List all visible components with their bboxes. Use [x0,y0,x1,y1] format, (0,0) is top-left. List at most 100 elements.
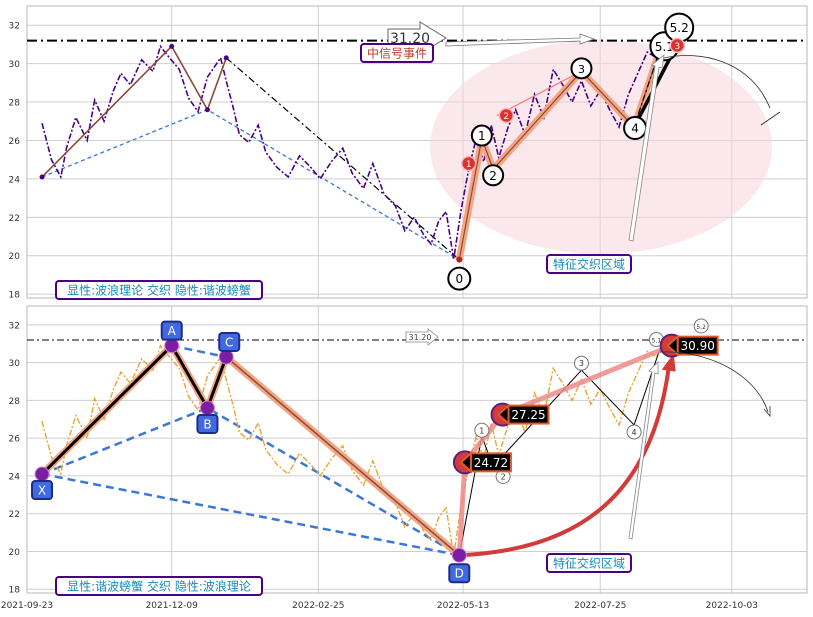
xabcd-label-text: X [38,484,46,498]
xabcd-label-D: D [448,563,471,584]
xabcd-label-text: A [168,324,177,338]
xabcd-label-text: D [455,567,464,581]
y-tick-label: 30 [9,359,21,369]
y-tick-label: 28 [9,397,21,407]
event-label-text: 中信号事件 [367,46,427,61]
price-tag-text: 27.25 [511,408,545,422]
signal-marker: 3 [669,37,686,54]
price-tag-1: 27.25 [490,402,550,427]
zone-label: 特征交织区域 [546,254,632,274]
wave-label-text: 3 [579,359,584,368]
event-label: 中信号事件 [360,43,434,63]
projection-arc [659,351,769,413]
signal-marker-text: 2 [503,112,509,122]
y-tick-label: 28 [9,99,21,109]
wave-label-text: 5.1 [652,338,662,345]
x-tick-label: 2021-09-23 [1,601,53,611]
wave-label-4: 4 [626,424,642,440]
bottom-annotations: 31.20 X A B C D 1 2 3 4 5.1 5.2 24.72 27.25 30.90 特征交织区… [27,318,807,596]
wave-label-circle [570,57,593,80]
price-tag-pointer [666,334,679,357]
xabcd-dot [164,338,180,354]
wave-label-text: 4 [632,428,637,437]
xabcd-label-text: C [225,335,233,349]
wave-label-2: 2 [482,164,505,187]
wave-label-text: 2 [501,472,506,481]
wave-label-circle [626,424,642,440]
xabcd-cd [225,356,460,556]
wave-label-text: 4 [631,122,639,136]
xabcd-label-box [196,413,219,434]
interweave-zone-ellipse [430,40,772,254]
corner-label: 显性:谐波螃蟹 交织 隐性:波浪理论 [55,576,263,596]
callout-arrow [405,328,439,346]
y-tick-label: 30 [9,60,21,70]
bottom-panel: 18 20 22 24 26 28 30 32 31.20 X A B C D 1 2 3 4 5.1 5.2 24.… [9,305,808,596]
wave-label-1: 1 [470,124,493,147]
wave-label-circle [447,266,472,291]
wave-label-5.2: 5.2 [693,318,709,334]
zone-label-text: 特征交织区域 [553,556,625,571]
bottom-chart-lines [34,338,684,563]
x-tick-label: 2022-02-25 [292,601,344,611]
wave-label-1: 1 [474,422,490,438]
price-tag-text: 30.90 [680,339,714,353]
xabcd-dashed-xd [41,472,460,557]
x-tick-label: 2022-07-25 [574,601,626,611]
zone-arrow [628,54,665,242]
wave-label-circle [470,124,493,147]
y-tick-label: 32 [9,22,20,32]
y-tick-label: 22 [9,214,20,224]
signal-marker-dot [498,107,515,124]
y-tick-label: 18 [9,586,21,596]
arc-tick [760,111,781,126]
target-curve [459,367,671,558]
wave-label-circle [482,164,505,187]
top-y-tick-labels: 18 20 22 24 26 28 30 32 [9,22,21,301]
wave-label-text: 2 [489,169,497,183]
signal-marker: 1 [460,155,477,172]
x-tick-label: 2022-05-13 [437,601,489,611]
hline-callout: 31.20 [405,328,439,346]
zone-label-box [546,254,632,274]
y-tick-label: 32 [9,321,20,331]
signal-marker-dot [669,37,686,54]
signal-marker-dot [460,155,477,172]
zone-label-box [546,553,632,573]
bottom-gridlines [26,306,807,593]
price-line [41,41,684,260]
xabcd-label-box [218,331,241,352]
xabcd-label-X: X [31,480,54,501]
xabcd-label-A: A [160,320,183,341]
wave-label-text: 1 [478,129,486,143]
xabcd-label-B: B [196,413,219,434]
vertex-dot [169,43,175,49]
y-tick-label: 18 [9,291,21,301]
y-tick-label: 20 [9,252,21,262]
price-tag-pointer [459,451,472,474]
wave-label-circle [474,422,490,438]
projection-arc [663,55,771,109]
xabcd-dashed-xbd [41,406,460,557]
corner-label-box [55,576,263,596]
signal-marker-text: 3 [674,42,680,52]
signal-marker: 2 [498,107,515,124]
target-curve-head [661,353,676,372]
wave-label-circle [573,355,589,371]
zone-arrow [628,361,659,540]
wave-label-circle [693,318,709,334]
signal-marker-text: 1 [466,160,472,170]
wave-label-text: 5.2 [696,324,706,331]
wave-label-text: 0 [455,272,463,286]
xabcd-bold [40,343,228,476]
zone-label: 特征交织区域 [546,553,632,573]
x-tick-label: 2021-12-09 [146,601,199,611]
y-tick-label: 26 [9,137,21,147]
x-tick-label: 2022-10-03 [706,601,758,611]
xabcd-label-box [448,563,471,584]
vertex-dot [456,256,463,263]
callout-long-arrow [445,33,596,47]
